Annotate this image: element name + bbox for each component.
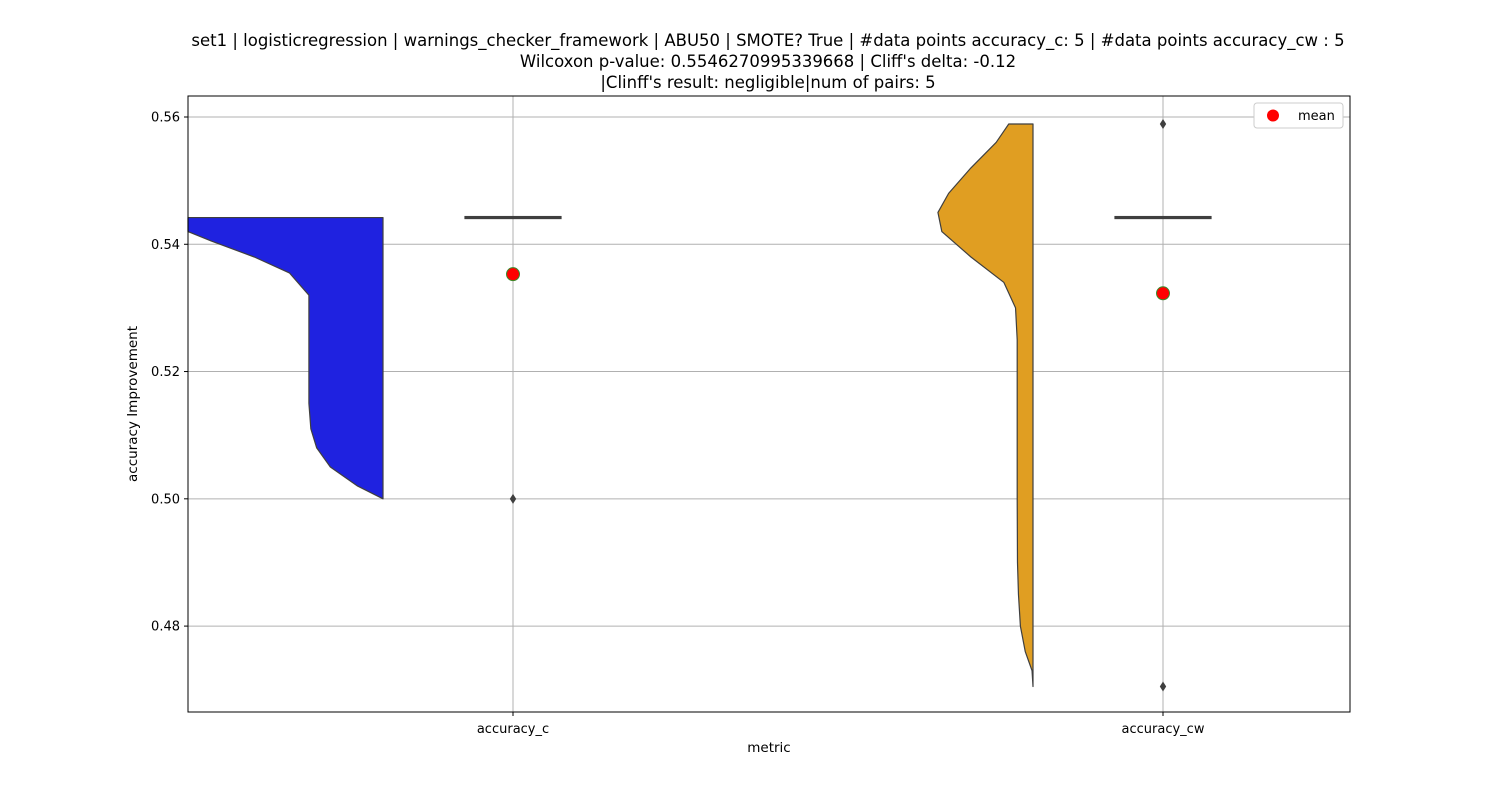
mean-marker-accuracy_cw [1156,286,1170,301]
outlier-point-accuracy_cw [1159,681,1167,692]
y-axis-ticks: 0.48 0.50 0.52 0.54 0.56 [151,111,188,635]
mean-markers [506,267,1170,301]
title-line-3: |Clinff's result: negligible|num of pair… [600,73,935,92]
x-axis-ticks: accuracy_c accuracy_cw [477,712,1205,737]
x-tick-label-accuracy_cw: accuracy_cw [1122,722,1205,737]
title-line-2: Wilcoxon p-value: 0.5546270995339668 | C… [520,52,1016,71]
y-tick-label: 0.54 [151,238,180,253]
outlier-point-accuracy_cw [1159,119,1167,129]
y-tick-label: 0.50 [151,492,180,507]
x-tick-label-accuracy_c: accuracy_c [477,722,549,737]
y-tick-label: 0.56 [151,111,180,126]
y-tick-label: 0.52 [151,365,180,380]
legend-mean-marker [1267,109,1279,122]
boxplots [464,119,1212,692]
legend-box [1253,102,1344,129]
outlier-point-accuracy_c [509,493,517,504]
legend-mean-label: mean [1298,109,1335,124]
title-line-1: set1 | logisticregression | warnings_che… [191,31,1344,51]
violin-accuracy_cw [937,123,1034,688]
y-tick-label: 0.48 [151,620,180,635]
plot-frame [187,95,1351,713]
y-axis-label: accuracy Improvement [125,326,141,482]
mean-marker-accuracy_c [506,267,520,282]
x-axis-label: metric [747,740,790,756]
legend: mean [1253,102,1344,129]
chart-title: set1 | logisticregression | warnings_che… [191,31,1344,92]
